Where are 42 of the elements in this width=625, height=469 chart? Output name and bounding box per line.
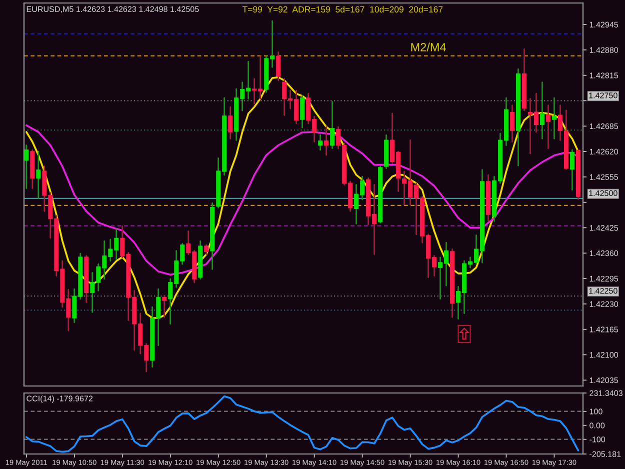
candlestick xyxy=(318,134,323,151)
candlestick xyxy=(162,295,167,318)
chart-title: CCI(14) -179.9672 xyxy=(26,395,93,403)
candlestick xyxy=(204,244,209,255)
y-tick-label: 1.42360 xyxy=(590,250,618,256)
y-tick-label: 1.42100 xyxy=(590,352,618,358)
candlestick xyxy=(324,126,329,156)
candlestick xyxy=(546,104,550,150)
y-tick-label: 1.42425 xyxy=(590,225,618,231)
y-tick-label: 1.42815 xyxy=(590,72,618,78)
y-tick-label: 0.00 xyxy=(590,422,605,428)
candlestick xyxy=(510,104,514,142)
ref-line-label: 1.42500 xyxy=(589,190,618,196)
y-tick-label: 1.42035 xyxy=(590,377,618,384)
candlestick xyxy=(552,97,556,140)
y-tick-label: -100 xyxy=(590,436,606,442)
candlestick xyxy=(540,82,544,140)
y-tick-label: 231.3403 xyxy=(590,390,622,396)
y-tick-label: 1.42945 xyxy=(590,22,618,28)
y-tick-label: 1.42230 xyxy=(590,301,618,307)
candlestick xyxy=(228,106,233,140)
candlestick xyxy=(558,104,562,141)
annotation: M2/M4 xyxy=(411,42,446,52)
line-series xyxy=(25,395,580,453)
annotation: T=99 Y=92 ADR=159 5d=167 10d=209 20d=167 xyxy=(242,6,443,12)
candlestick xyxy=(570,149,574,191)
ref-line-label: 1.42250 xyxy=(589,288,618,294)
y-tick-label: 1.42620 xyxy=(590,148,618,155)
candlestick xyxy=(330,101,335,150)
candlestick xyxy=(36,150,41,199)
y-tick-label: 100 xyxy=(590,408,602,414)
y-tick-label: 1.42295 xyxy=(590,276,618,282)
chart-title: EURUSD,M5 1.42623 1.42623 1.42498 1.42505 xyxy=(26,6,199,13)
y-tick-label: 1.42165 xyxy=(590,326,618,332)
candlestick xyxy=(300,94,305,128)
y-tick-label: 1.42555 xyxy=(590,174,618,180)
candlestick xyxy=(276,52,281,82)
candlestick xyxy=(24,144,29,189)
y-tick-label: -205.181 xyxy=(590,451,621,457)
y-tick-label: 1.42880 xyxy=(590,47,618,53)
y-tick-label: 1.42685 xyxy=(590,123,618,130)
ref-line-label: 1.42750 xyxy=(589,92,618,98)
